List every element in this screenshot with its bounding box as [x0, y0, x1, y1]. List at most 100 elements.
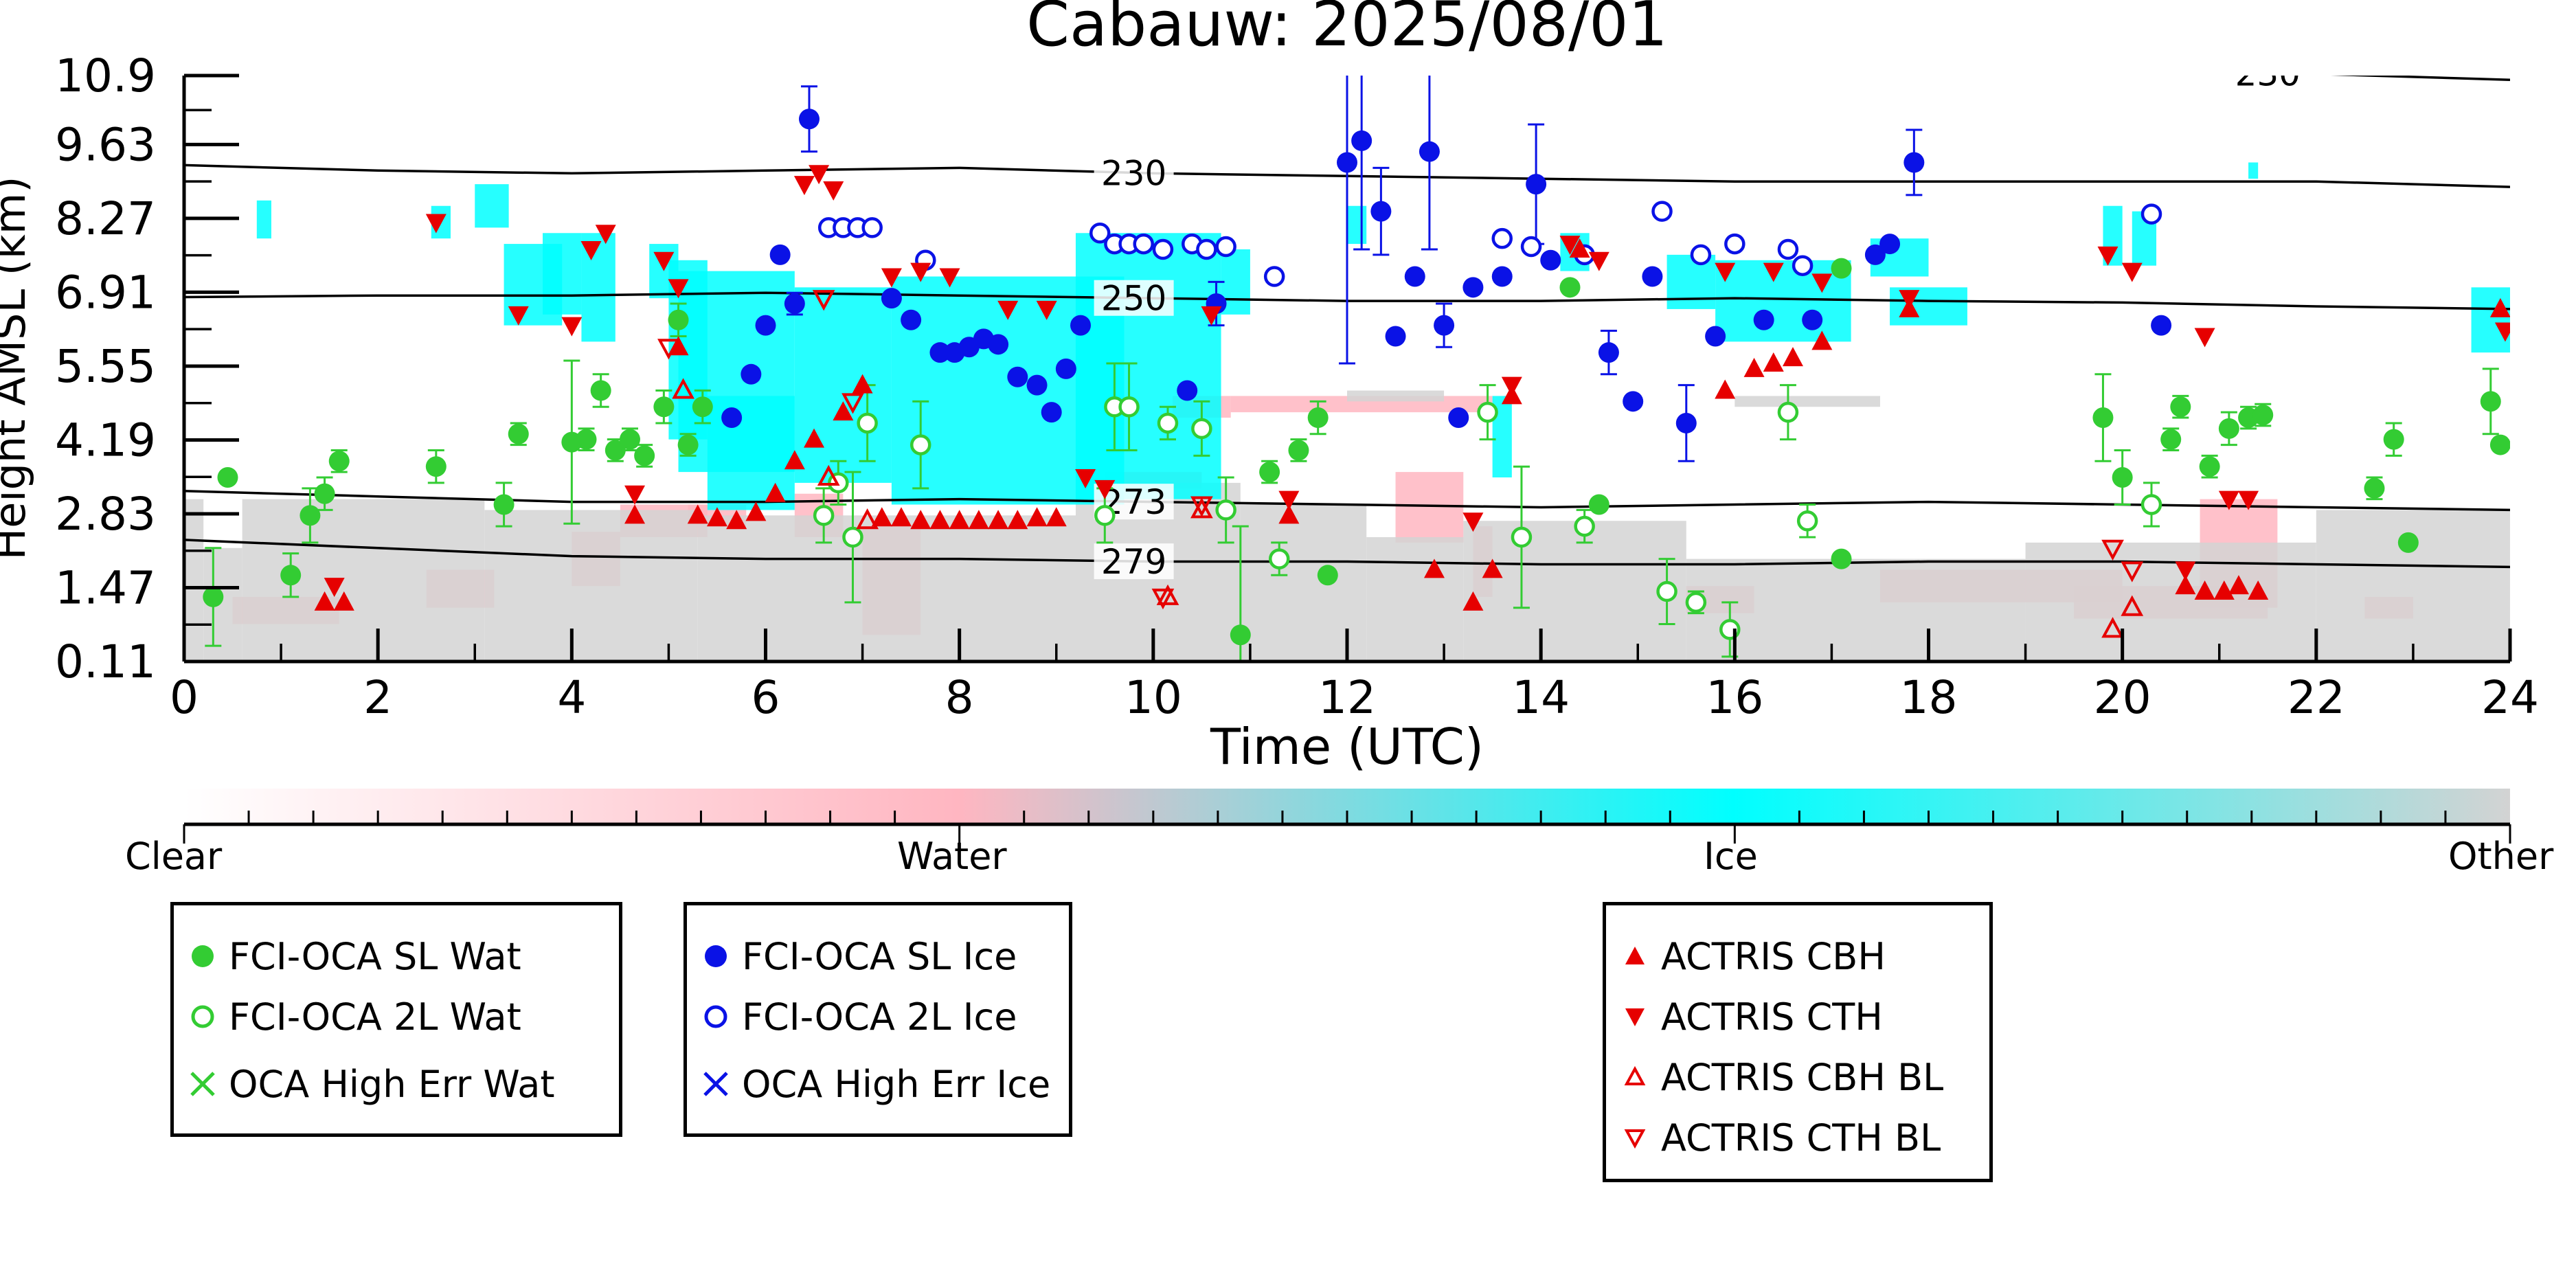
marker-fci-oca-sl-wat: [677, 434, 699, 455]
marker-fci-oca-sl-wat: [634, 445, 655, 466]
marker-actris-cbh-bl: [672, 378, 694, 399]
marker-fci-oca-sl-ice: [2151, 315, 2172, 336]
x-tick-label: 4: [557, 671, 586, 724]
legend-item-cbh-bl: ACTRIS CBH BL: [1606, 1050, 1943, 1105]
ice-region: [543, 233, 582, 315]
marker-actris-cbh: [706, 507, 727, 527]
marker-actris-cth: [1075, 469, 1096, 489]
marker-fci-oca-2l-wat: [1796, 510, 1818, 532]
marker-fci-oca-sl-ice: [988, 334, 1009, 355]
marker-actris-cbh: [1482, 558, 1503, 578]
marker-actris-cbh: [2248, 580, 2269, 600]
marker-actris-cth: [1715, 262, 1736, 282]
x-tick-label: 0: [170, 671, 199, 724]
marker-actris-cth: [2121, 262, 2143, 282]
marker-fci-oca-sl-ice: [1385, 326, 1406, 347]
marker-fci-oca-sl-wat: [2364, 477, 2385, 499]
marker-fci-oca-sl-ice: [1642, 266, 1663, 287]
marker-fci-oca-sl-wat: [300, 505, 321, 526]
marker-fci-oca-sl-ice: [769, 244, 791, 265]
legend-item-higherr-wat: OCA High Err Wat: [174, 1057, 555, 1111]
marker-fci-oca-sl-wat: [1230, 624, 1251, 646]
marker-fci-oca-sl-ice: [1070, 315, 1092, 336]
y-tick-label: 8.27: [55, 192, 156, 245]
marker-fci-oca-sl-ice: [1337, 152, 1357, 173]
marker-fci-oca-sl-wat: [1307, 407, 1329, 429]
marker-actris-cth-bl: [812, 290, 835, 311]
marker-fci-oca-2l-ice: [1651, 201, 1673, 222]
marker-fci-oca-2l-wat: [1656, 580, 1677, 602]
marker-fci-oca-sl-wat: [314, 483, 335, 504]
marker-fci-oca-2l-wat: [1157, 412, 1179, 434]
marker-fci-oca-2l-ice: [1724, 233, 1745, 255]
marker-fci-oca-sl-ice: [1864, 244, 1886, 265]
other-region: [184, 499, 204, 662]
marker-actris-cth: [508, 306, 529, 326]
marker-fci-oca-sl-wat: [576, 429, 597, 450]
x-tick-label: 8: [945, 671, 974, 724]
triangle-up-icon: [1625, 947, 1645, 964]
x-tick-label: 16: [1706, 671, 1763, 724]
marker-actris-cbh: [929, 510, 951, 530]
legend-label: OCA High Err Wat: [229, 1062, 555, 1106]
marker-actris-cbh: [988, 510, 1009, 530]
legend-label: FCI-OCA SL Ice: [742, 934, 1017, 978]
marker-actris-cth: [2194, 328, 2215, 348]
marker-actris-cbh: [1423, 558, 1445, 578]
marker-fci-oca-2l-ice: [1520, 236, 1542, 258]
marker-actris-cth: [1559, 236, 1581, 256]
marker-actris-cbh: [1046, 507, 1067, 527]
marker-actris-cth: [1588, 251, 1609, 271]
marker-fci-oca-sl-wat: [1559, 277, 1581, 298]
marker-fci-oca-sl-wat: [2252, 405, 2274, 426]
marker-actris-cbh: [624, 504, 646, 524]
marker-fci-oca-sl-ice: [1802, 309, 1823, 330]
marker-actris-cth: [624, 485, 646, 505]
marker-fci-oca-sl-wat: [328, 451, 350, 472]
marker-fci-oca-2l-wat: [1215, 499, 1236, 521]
open-circle-icon: [191, 1005, 214, 1028]
marker-fci-oca-sl-ice: [1434, 315, 1455, 336]
ice-region: [794, 287, 892, 483]
ice-region: [1667, 254, 1716, 309]
marker-actris-cbh: [1278, 504, 1300, 524]
contour-label: 230: [2235, 54, 2301, 94]
colorbar-label-clear: Clear: [125, 835, 223, 878]
marker-actris-cbh: [2194, 580, 2215, 600]
marker-actris-cth: [1462, 512, 1484, 532]
marker-actris-cth: [1501, 376, 1522, 396]
marker-actris-cth-bl: [841, 393, 864, 414]
marker-actris-cbh: [2228, 575, 2249, 595]
marker-fci-oca-2l-ice: [2140, 203, 2162, 225]
marker-fci-oca-2l-wat: [1118, 396, 1140, 418]
marker-fci-oca-2l-ice: [1133, 233, 1154, 255]
triangle-up-outline-icon: [1624, 1065, 1646, 1085]
marker-fci-oca-sl-ice: [1675, 412, 1697, 433]
y-tick-label: 1.47: [55, 561, 156, 614]
legend-item-2l-wat: FCI-OCA 2L Wat: [174, 989, 521, 1044]
legend-label: FCI-OCA 2L Wat: [229, 995, 521, 1039]
ice-region: [2248, 162, 2259, 179]
x-tick-label: 14: [1512, 671, 1570, 724]
marker-fci-oca-sl-ice: [798, 109, 820, 130]
marker-actris-cbh: [949, 510, 970, 530]
marker-actris-cbh: [765, 482, 786, 502]
marker-fci-oca-sl-ice: [1491, 266, 1513, 287]
ice-region: [2471, 287, 2510, 353]
marker-fci-oca-sl-ice: [901, 309, 922, 330]
marker-fci-oca-2l-wat: [909, 434, 931, 455]
filled-circle-icon: [705, 945, 727, 967]
other-region: [1463, 521, 1686, 662]
marker-fci-oca-sl-wat: [2112, 467, 2133, 488]
marker-fci-oca-2l-wat: [1511, 526, 1533, 548]
marker-actris-cth: [910, 262, 931, 282]
y-tick-label: 4.19: [55, 414, 156, 466]
marker-fci-oca-sl-wat: [1288, 440, 1309, 461]
y-axis-label: Height AMSL (km): [0, 177, 35, 561]
marker-actris-cbh: [687, 504, 708, 524]
marker-fci-oca-sl-wat: [2489, 434, 2510, 455]
marker-actris-cth: [653, 251, 675, 271]
other-region: [697, 515, 1076, 662]
marker-actris-cbh: [314, 591, 335, 611]
x-tick-label: 24: [2481, 671, 2539, 724]
